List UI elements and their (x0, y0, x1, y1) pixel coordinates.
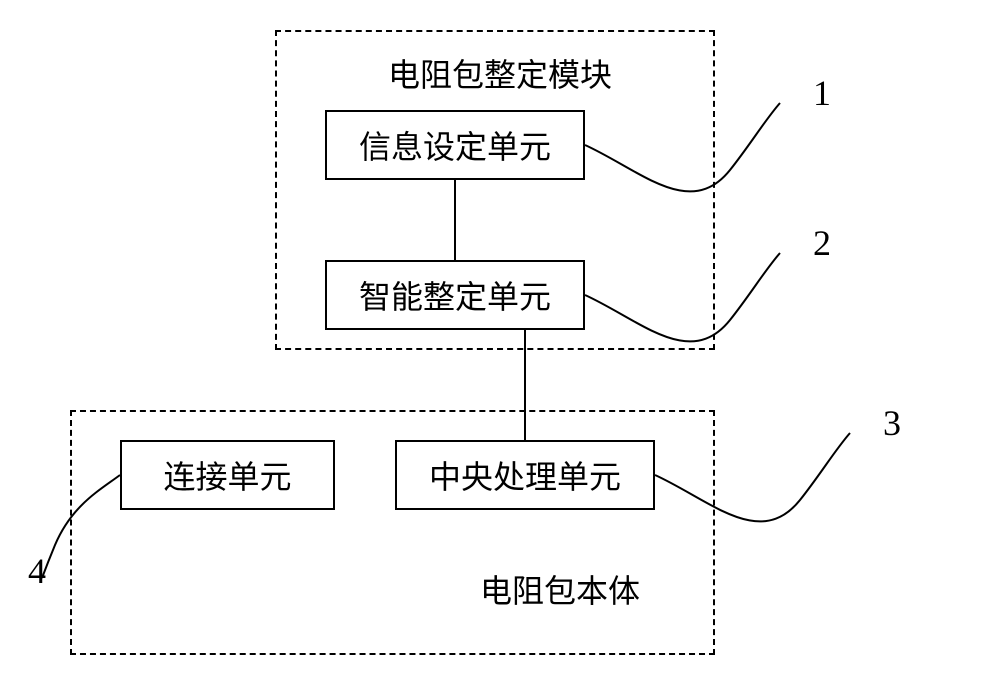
callout-curve-4 (42, 475, 120, 578)
callout-num-1: 1 (813, 72, 831, 114)
callout-num-3: 3 (883, 402, 901, 444)
callout-num-4: 4 (28, 550, 46, 592)
callout-curve-2 (585, 253, 780, 341)
callout-curve-1 (585, 103, 780, 191)
connector-svg (0, 0, 1000, 678)
callout-num-2: 2 (813, 222, 831, 264)
diagram-canvas: 电阻包整定模块 电阻包本体 信息设定单元 智能整定单元 连接单元 中央处理单元 … (0, 0, 1000, 678)
callout-curve-3 (655, 433, 850, 521)
